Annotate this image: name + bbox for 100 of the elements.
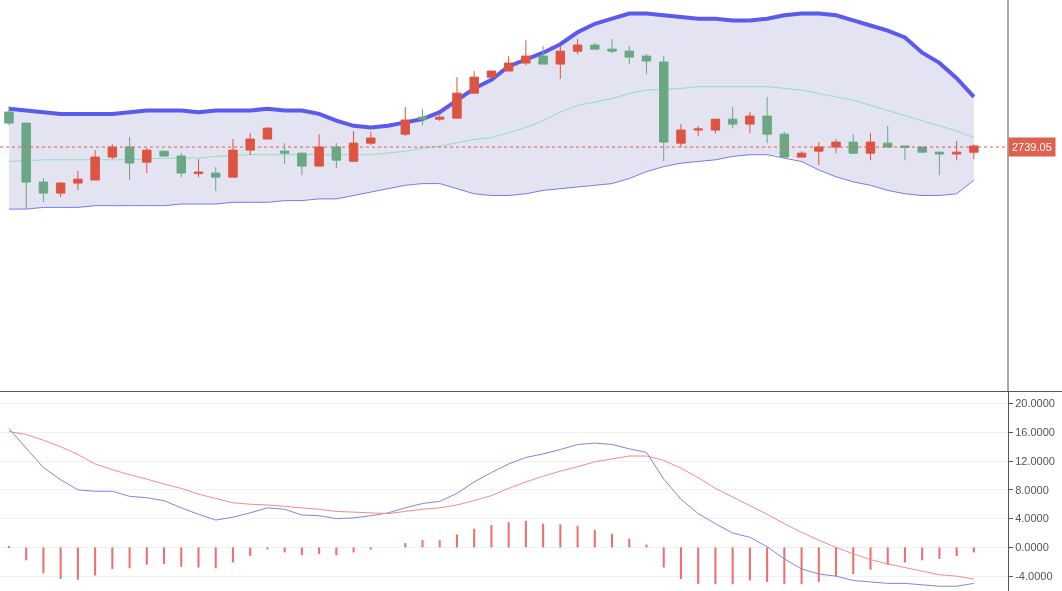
bar [697,547,700,585]
candlestick [73,170,83,191]
bar [955,547,958,557]
bar [921,547,924,561]
bar [524,520,527,548]
bar [611,533,614,548]
candlestick [727,106,738,129]
bar [766,547,769,582]
bar [76,547,79,580]
bar [835,547,838,577]
bar [490,525,493,548]
bar [731,547,734,585]
candlestick [452,76,462,119]
bar [662,547,665,568]
candlestick [38,177,49,203]
candlestick [624,45,634,65]
candlestick [555,44,566,80]
candlestick [486,70,497,78]
bar [111,547,114,569]
y-tick-label: 8.0000 [1015,483,1049,496]
y-tick-label: 20.0000 [1015,397,1055,410]
candlestick [934,151,945,176]
candlestick [279,142,290,165]
candlestick [55,181,66,198]
bar [507,522,510,548]
candlestick [848,133,858,155]
candlestick [572,38,583,55]
bar [473,528,476,548]
bar [318,547,321,554]
candlestick [176,152,186,178]
bar [455,534,458,548]
bar [800,547,803,585]
bar [145,547,148,565]
candlestick [762,96,772,144]
candlestick [90,149,100,181]
y-tick-label: 12.0000 [1015,454,1055,467]
bar [852,547,855,575]
candlestick [641,53,652,75]
bar [283,547,286,553]
bar [300,547,303,556]
y-tick-label: -4.0000 [1015,570,1053,583]
bar [128,547,131,569]
bar [645,544,648,548]
bar [576,525,579,548]
candlestick [4,105,14,126]
bar [197,547,200,568]
bar [903,547,906,563]
candlestick [796,150,807,158]
candlestick [124,136,135,181]
bar [266,547,269,550]
candlestick [400,106,410,137]
bar [214,547,217,569]
candlestick [607,38,617,54]
candlestick [590,42,600,50]
candlestick [693,125,703,137]
bar [352,547,355,553]
bar [335,547,338,556]
candlestick [779,131,790,158]
candlestick [417,108,428,126]
bar [679,547,682,580]
candlestick [159,150,169,157]
y-tick-label: 0.0000 [1015,541,1049,554]
candlestick [469,70,479,94]
candlestick [21,122,31,210]
candlestick [745,111,755,134]
text: 2739.05 [1012,141,1052,153]
candlestick [659,55,669,162]
bar [7,545,10,548]
y-tick-label: 16.0000 [1015,426,1055,439]
candlestick [366,131,376,146]
bar [163,547,166,564]
bar [231,547,234,563]
candlestick [521,39,531,66]
bar [25,547,28,561]
bar [249,547,252,557]
bar [972,547,975,553]
bar [542,523,545,548]
bar [714,547,717,585]
candlestick [193,158,204,178]
candlestick [503,55,514,72]
bar [438,540,441,548]
candlestick [297,152,307,176]
bar [593,530,596,548]
bar [783,547,786,585]
bar [559,524,562,548]
bar [869,547,872,570]
bar [421,540,424,548]
candlestick [538,45,548,65]
bar [42,547,45,574]
bar [94,547,97,576]
y-tick-label: 4.0000 [1015,512,1049,525]
bar [180,547,183,567]
bar [59,547,62,580]
bar [817,547,820,582]
candlestick [435,112,445,122]
candlestick [211,166,221,192]
candlestick [331,142,342,169]
candlestick [262,126,273,140]
bar [748,547,751,581]
candlestick [883,125,893,148]
